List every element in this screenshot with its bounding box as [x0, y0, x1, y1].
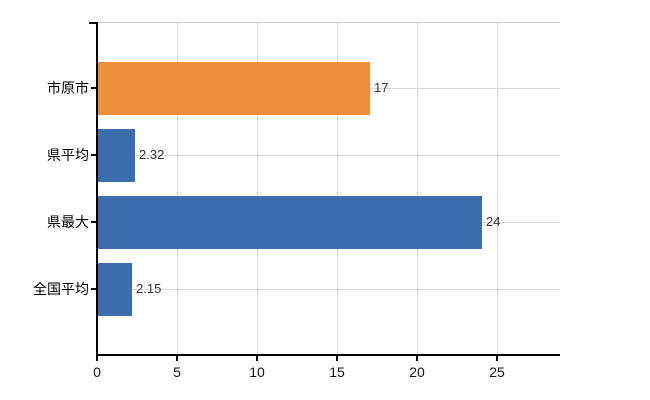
bar — [98, 129, 135, 182]
bar-value-label: 17 — [374, 80, 389, 95]
y-axis-tick — [91, 288, 97, 290]
x-axis-tick-label: 20 — [409, 364, 425, 380]
gridline-horizontal — [98, 155, 560, 156]
gridline-vertical — [497, 22, 498, 355]
bar-value-label: 24 — [486, 214, 501, 229]
y-axis-line — [96, 22, 98, 356]
x-axis-tick — [176, 355, 178, 361]
x-axis-line — [96, 354, 560, 356]
bar-value-label: 2.32 — [139, 147, 165, 162]
x-axis-tick — [416, 355, 418, 361]
x-axis-tick-label: 0 — [93, 364, 101, 380]
gridline-vertical — [177, 22, 178, 355]
gridline-horizontal — [98, 289, 560, 290]
bar-value-label: 2.15 — [136, 281, 162, 296]
x-axis-tick — [336, 355, 338, 361]
x-axis-tick-label: 10 — [249, 364, 265, 380]
gridline-vertical — [417, 22, 418, 355]
category-label: 県最大 — [47, 214, 89, 230]
gridline-vertical — [337, 22, 338, 355]
category-label: 全国平均 — [33, 281, 89, 297]
y-axis-tick — [91, 221, 97, 223]
bar — [98, 62, 370, 115]
bar — [98, 196, 482, 249]
plot-top-border — [97, 22, 560, 23]
category-label: 市原市 — [47, 80, 89, 96]
x-axis-tick — [96, 355, 98, 361]
y-axis-top-tick — [89, 22, 98, 24]
gridline-vertical — [257, 22, 258, 355]
x-axis-tick-label: 5 — [173, 364, 181, 380]
y-axis-tick — [91, 87, 97, 89]
y-axis-tick — [91, 154, 97, 156]
x-axis-tick-label: 15 — [329, 364, 345, 380]
x-axis-tick — [496, 355, 498, 361]
category-label: 県平均 — [47, 147, 89, 163]
bar — [98, 263, 132, 316]
x-axis-tick-label: 25 — [489, 364, 505, 380]
x-axis-tick — [256, 355, 258, 361]
